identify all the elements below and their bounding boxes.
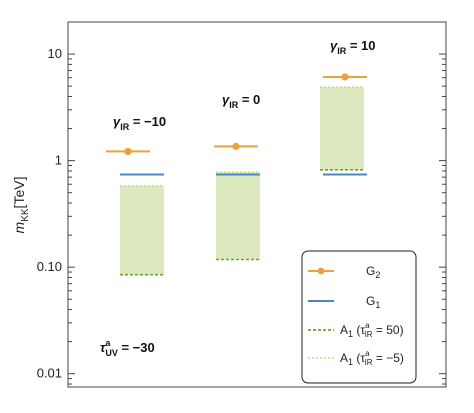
gamma-ir-annotation: γIR = −10 [113, 114, 166, 132]
legend-g2-swatch-point [317, 267, 325, 275]
a1-band [216, 172, 260, 260]
annotations: γIR = −10 γIR = 0 γIR = 10 τa UV = −30 [100, 38, 376, 358]
y-axis-title: mKK[TeV] [11, 177, 31, 234]
a1-bands [120, 86, 364, 276]
y-tick-label: 10 [48, 46, 62, 61]
legend-label: A1 (τa IR = −5) [340, 349, 404, 367]
a1-band [320, 87, 364, 170]
y-tick-label: 1 [55, 153, 62, 168]
y-tick-label: 0.10 [37, 259, 62, 274]
legend: G2 G1 A1 (τa IR = 50) A1 (τa IR = −5) [301, 250, 417, 384]
g2-point [341, 73, 349, 81]
legend-label: G1 [366, 294, 380, 310]
tau-uv-annotation: τa UV = −30 [100, 338, 155, 358]
g2-point [232, 142, 240, 150]
legend-box [301, 250, 417, 384]
g2-point [124, 147, 132, 156]
legend-label: G2 [366, 264, 380, 280]
y-axis-ticks [68, 21, 446, 385]
plot-frame [67, 21, 447, 388]
gamma-ir-annotation: γIR = 0 [222, 92, 260, 110]
legend-label: A1 (τa IR = 50) [340, 321, 404, 339]
y-tick-label: 0.01 [37, 366, 62, 381]
gamma-ir-annotation: γIR = 10 [330, 38, 376, 56]
y-axis-tick-labels: 0.01 0.10 1 10 [37, 46, 62, 381]
a1-band [120, 185, 164, 275]
g2-series [106, 73, 367, 156]
